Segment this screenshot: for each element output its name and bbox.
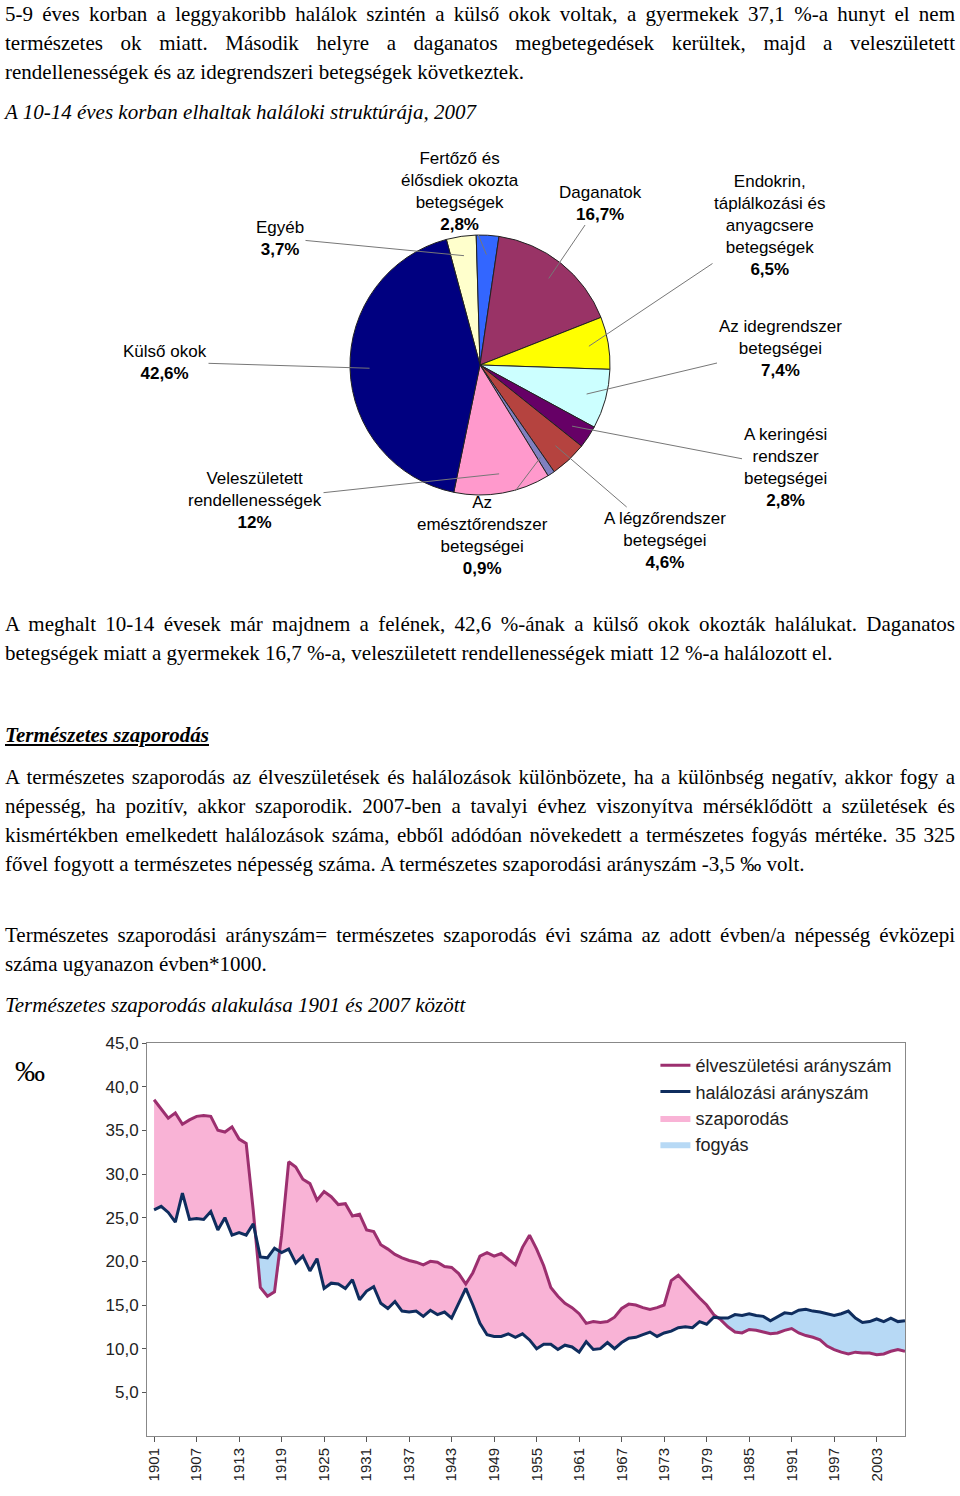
svg-text:15,0: 15,0: [106, 1296, 139, 1315]
svg-text:1961: 1961: [570, 1448, 587, 1481]
svg-text:Egyéb3,7%: Egyéb3,7%: [256, 218, 304, 259]
svg-text:25,0: 25,0: [106, 1209, 139, 1228]
svg-text:szaporodás: szaporodás: [695, 1109, 788, 1129]
svg-text:5,0: 5,0: [115, 1383, 139, 1402]
svg-text:1955: 1955: [528, 1448, 545, 1481]
svg-text:1943: 1943: [442, 1448, 459, 1481]
html-text:A természetes szaporodás az él: A természetes szaporodás az élveszületés…: [5, 765, 955, 876]
svg-text:1967: 1967: [613, 1448, 630, 1481]
svg-text:2003: 2003: [868, 1448, 885, 1481]
svg-text:35,0: 35,0: [106, 1121, 139, 1140]
svg-text:Endokrin,táplálkozási ésanyagc: Endokrin,táplálkozási ésanyagcserebetegs…: [714, 172, 826, 279]
html-text:5-9 éves korban a leggyakoribb: 5-9 éves korban a leggyakoribb halálok s…: [5, 2, 955, 84]
svg-text:‰: ‰: [15, 1054, 45, 1087]
svg-text:Daganatok16,7%: Daganatok16,7%: [559, 183, 642, 224]
svg-text:1997: 1997: [825, 1448, 842, 1481]
html-text:Természetes szaporodás alakulá: Természetes szaporodás alakulása 1901 és…: [5, 993, 466, 1017]
svg-text:1907: 1907: [187, 1448, 204, 1481]
svg-text:A légzőrendszerbetegségei4,6%: A légzőrendszerbetegségei4,6%: [604, 509, 726, 572]
svg-text:1901: 1901: [145, 1448, 162, 1481]
svg-text:1979: 1979: [698, 1448, 715, 1481]
svg-text:1973: 1973: [655, 1448, 672, 1481]
svg-text:1919: 1919: [272, 1448, 289, 1481]
html-text:A meghalt 10-14 évesek már maj: A meghalt 10-14 évesek már majdnem a fel…: [5, 612, 955, 665]
svg-text:Az idegrendszerbetegségei7,4%: Az idegrendszerbetegségei7,4%: [719, 317, 842, 380]
svg-text:élveszületési arányszám: élveszületési arányszám: [695, 1056, 891, 1076]
svg-text:1913: 1913: [230, 1448, 247, 1481]
svg-text:10,0: 10,0: [106, 1340, 139, 1359]
svg-text:40,0: 40,0: [106, 1078, 139, 1097]
svg-text:45,0: 45,0: [106, 1034, 139, 1053]
svg-text:30,0: 30,0: [106, 1165, 139, 1184]
svg-text:fogyás: fogyás: [695, 1135, 748, 1155]
html-text:Természetes szaporodás: Természetes szaporodás: [5, 723, 209, 747]
svg-text:Veleszületettrendellenességek1: Veleszületettrendellenességek12%: [188, 469, 322, 532]
html-text:Természetes szaporodási aránys: Természetes szaporodási arányszám= termé…: [5, 923, 955, 976]
svg-text:Fertőző ésélősdiek okoztabeteg: Fertőző ésélősdiek okoztabetegségek2,8%: [401, 149, 519, 234]
svg-text:halálozási arányszám: halálozási arányszám: [695, 1083, 868, 1103]
svg-text:20,0: 20,0: [106, 1252, 139, 1271]
svg-text:1985: 1985: [740, 1448, 757, 1481]
svg-text:1949: 1949: [485, 1448, 502, 1481]
svg-text:Külső okok42,6%: Külső okok42,6%: [123, 342, 207, 383]
svg-text:1931: 1931: [357, 1448, 374, 1481]
svg-text:1991: 1991: [783, 1448, 800, 1481]
svg-text:A keringésirendszerbetegségei2: A keringésirendszerbetegségei2,8%: [744, 425, 827, 510]
svg-text:1937: 1937: [400, 1448, 417, 1481]
svg-text:1925: 1925: [315, 1448, 332, 1481]
svg-text:Azemésztőrendszerbetegségei0,9: Azemésztőrendszerbetegségei0,9%: [417, 493, 548, 578]
html-text:A 10-14 éves korban elhaltak h: A 10-14 éves korban elhaltak haláloki st…: [5, 100, 476, 124]
